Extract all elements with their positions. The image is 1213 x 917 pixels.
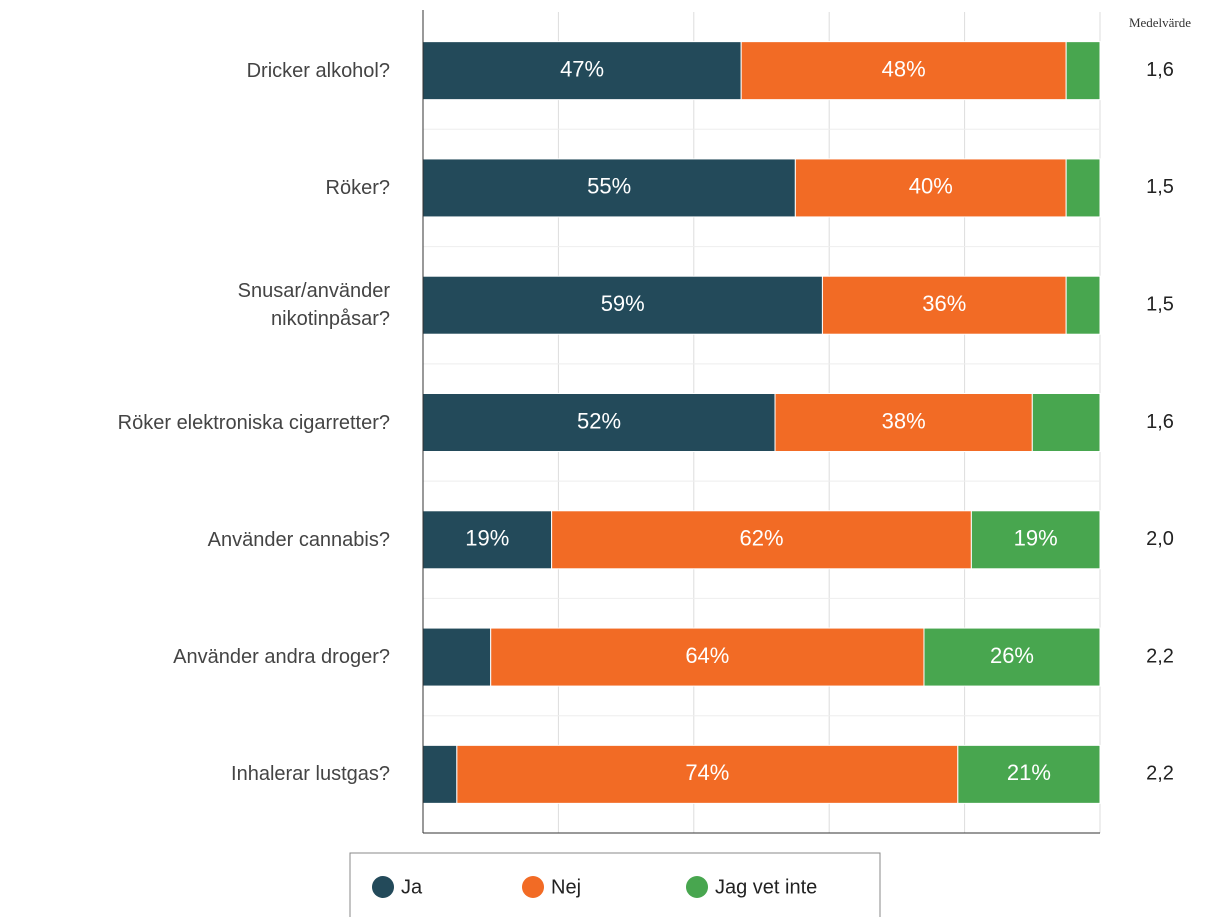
mean-label: 2,2 — [1146, 763, 1174, 785]
legend-swatch — [372, 876, 394, 898]
value-label: 47% — [560, 56, 604, 81]
value-label: 64% — [685, 643, 729, 668]
value-label: 62% — [739, 526, 783, 551]
value-label: 40% — [909, 174, 953, 199]
category-label: Röker elektroniska cigarretter? — [117, 411, 390, 434]
value-label: 59% — [601, 291, 645, 316]
mean-label: 1,5 — [1146, 176, 1174, 198]
legend-swatch — [686, 876, 708, 898]
legend-label: Jag vet inte — [715, 876, 817, 898]
bar-segment — [794, 158, 1067, 218]
category-label: Röker? — [325, 176, 390, 199]
means-title: Medelvärde — [1129, 15, 1191, 30]
mean-label: 2,2 — [1146, 645, 1174, 667]
value-label: 21% — [1007, 760, 1051, 785]
mean-label: 2,0 — [1146, 528, 1174, 550]
mean-label: 1,6 — [1146, 411, 1174, 433]
legend-box — [349, 852, 881, 917]
bar-segment — [740, 41, 1067, 101]
category-label: Dricker alkohol? — [246, 59, 390, 82]
category-label: Använder cannabis? — [207, 528, 390, 551]
mean-label: 1,5 — [1146, 293, 1174, 315]
bar-segment — [1031, 393, 1101, 452]
legend-label: Ja — [401, 876, 423, 898]
bar-segment — [957, 744, 1101, 804]
value-label: 38% — [882, 408, 926, 433]
legend-swatch — [522, 876, 544, 898]
category-label: Använder andra droger? — [173, 646, 390, 669]
bar-segment — [422, 275, 823, 335]
value-label: 52% — [577, 408, 621, 433]
bar-segment — [422, 393, 776, 452]
bar-segment — [422, 510, 553, 570]
value-label: 74% — [685, 760, 729, 785]
bar-segment — [422, 41, 742, 101]
value-label: 19% — [465, 526, 509, 551]
value-label: 19% — [1014, 526, 1058, 551]
bar-segment — [551, 510, 972, 570]
bar-segment — [490, 627, 925, 687]
value-label: 55% — [587, 174, 631, 199]
bar-segment — [1065, 275, 1101, 335]
mean-label: 1,6 — [1146, 59, 1174, 81]
bar-segment — [456, 744, 959, 804]
bar-segment — [774, 393, 1033, 452]
bar-segment — [970, 510, 1101, 570]
category-label: Inhalerar lustgas? — [231, 763, 390, 786]
bar-segment — [1065, 158, 1101, 218]
value-label: 26% — [990, 643, 1034, 668]
bar-segment — [821, 275, 1067, 335]
bar-segment — [422, 627, 492, 687]
bar-segment — [422, 744, 458, 804]
value-label: 48% — [882, 56, 926, 81]
bar-segment — [1065, 41, 1101, 101]
bar-segment — [923, 627, 1101, 687]
category-label: Snusar/använder nikotinpåsar? — [237, 280, 390, 331]
bar-segment — [422, 158, 796, 218]
legend-label: Nej — [551, 876, 581, 898]
value-label: 36% — [922, 291, 966, 316]
